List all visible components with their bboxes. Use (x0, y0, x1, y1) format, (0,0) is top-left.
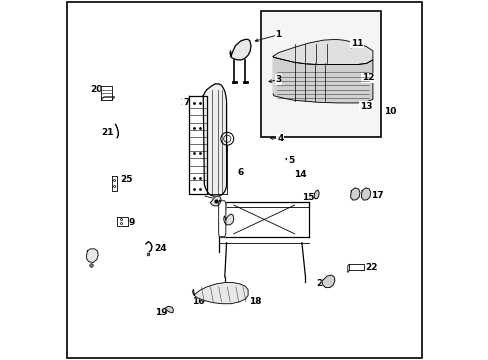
Text: 8: 8 (88, 255, 94, 264)
Text: 4: 4 (277, 134, 283, 143)
Text: 21: 21 (101, 128, 114, 137)
Polygon shape (218, 201, 225, 237)
Text: 18: 18 (248, 297, 261, 306)
Polygon shape (117, 217, 128, 226)
Text: 24: 24 (154, 244, 166, 253)
Polygon shape (192, 283, 247, 304)
Polygon shape (230, 40, 250, 60)
Text: 22: 22 (365, 264, 377, 273)
Text: 14: 14 (293, 170, 306, 179)
Text: 10: 10 (383, 107, 395, 116)
Bar (260, 12, 380, 137)
Text: 19: 19 (155, 308, 167, 317)
Text: 23: 23 (316, 279, 328, 288)
Polygon shape (273, 56, 372, 103)
Polygon shape (203, 84, 226, 196)
Polygon shape (223, 214, 233, 225)
Text: 6: 6 (237, 168, 244, 177)
Polygon shape (321, 275, 334, 288)
Polygon shape (101, 86, 112, 100)
Text: 3: 3 (275, 75, 281, 84)
Polygon shape (350, 188, 359, 200)
Polygon shape (164, 306, 173, 313)
Polygon shape (313, 190, 319, 199)
Text: 13: 13 (360, 102, 372, 111)
Text: 7: 7 (183, 98, 189, 107)
Text: 12: 12 (361, 73, 374, 82)
Polygon shape (188, 96, 206, 194)
Polygon shape (86, 249, 98, 262)
Polygon shape (273, 40, 372, 64)
Polygon shape (210, 196, 221, 206)
Text: 16: 16 (191, 297, 203, 306)
Text: 25: 25 (120, 175, 132, 184)
Text: 1: 1 (275, 30, 281, 39)
Polygon shape (348, 264, 363, 270)
Text: 2: 2 (180, 98, 186, 107)
Text: 20: 20 (90, 85, 103, 94)
Text: 17: 17 (370, 190, 383, 199)
Text: 15: 15 (302, 193, 314, 202)
Text: 5: 5 (287, 156, 294, 165)
Text: 9: 9 (128, 218, 135, 227)
Polygon shape (361, 188, 370, 200)
Polygon shape (112, 176, 117, 191)
Text: 11: 11 (350, 39, 363, 48)
